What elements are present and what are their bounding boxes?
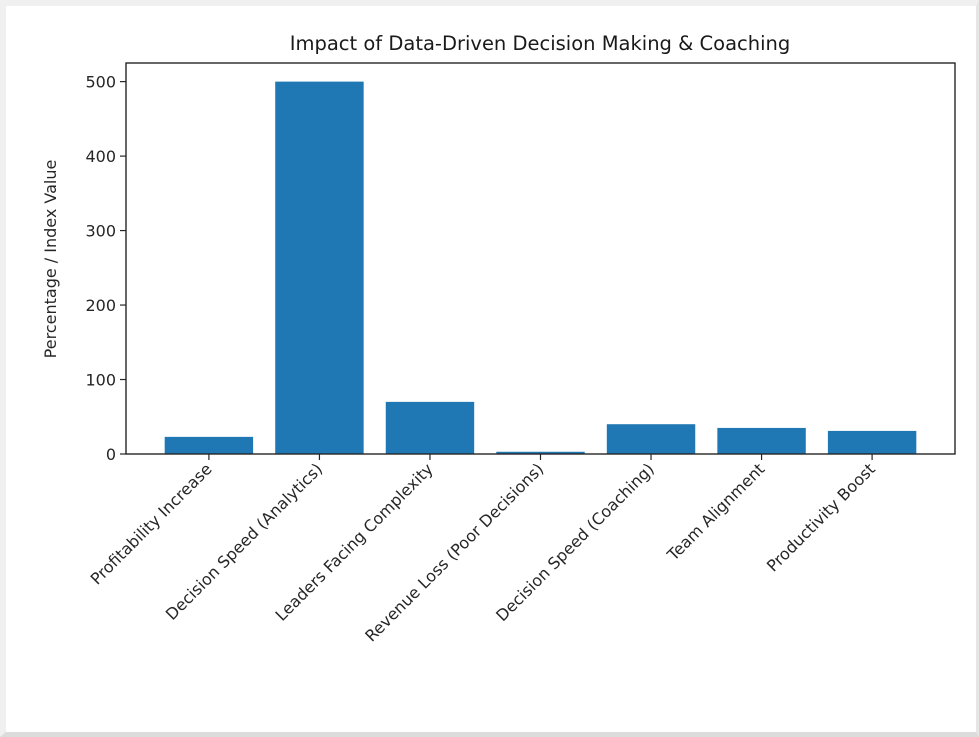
y-tick-label-1: 100	[85, 371, 116, 390]
y-tick-label-0: 0	[106, 445, 116, 464]
bar-6	[827, 430, 917, 454]
y-tick-label-5: 500	[85, 73, 116, 92]
bar-4	[606, 424, 696, 454]
x-tick-label-6: Productivity Boost	[763, 459, 879, 575]
x-tick-label-5: Team Alignment	[663, 459, 769, 565]
chart-title: Impact of Data-Driven Decision Making & …	[290, 32, 791, 55]
bars-group	[164, 81, 917, 454]
bar-3	[496, 451, 585, 454]
bar-0	[164, 436, 254, 454]
x-tick-label-0: Profitability Increase	[87, 459, 216, 588]
y-ticks-group: 0 100 200 300 400 500	[85, 73, 126, 464]
bar-5	[717, 427, 806, 454]
y-tick-label-2: 200	[85, 296, 116, 315]
axes-frame	[125, 62, 956, 455]
y-tick-label-3: 300	[85, 222, 116, 241]
x-tick-label-3: Revenue Loss (Poor Decisions)	[361, 459, 547, 645]
y-tick-label-4: 400	[85, 147, 116, 166]
bar-2	[385, 401, 475, 454]
bar-1	[275, 81, 364, 454]
y-axis-label: Percentage / Index Value	[41, 160, 60, 359]
